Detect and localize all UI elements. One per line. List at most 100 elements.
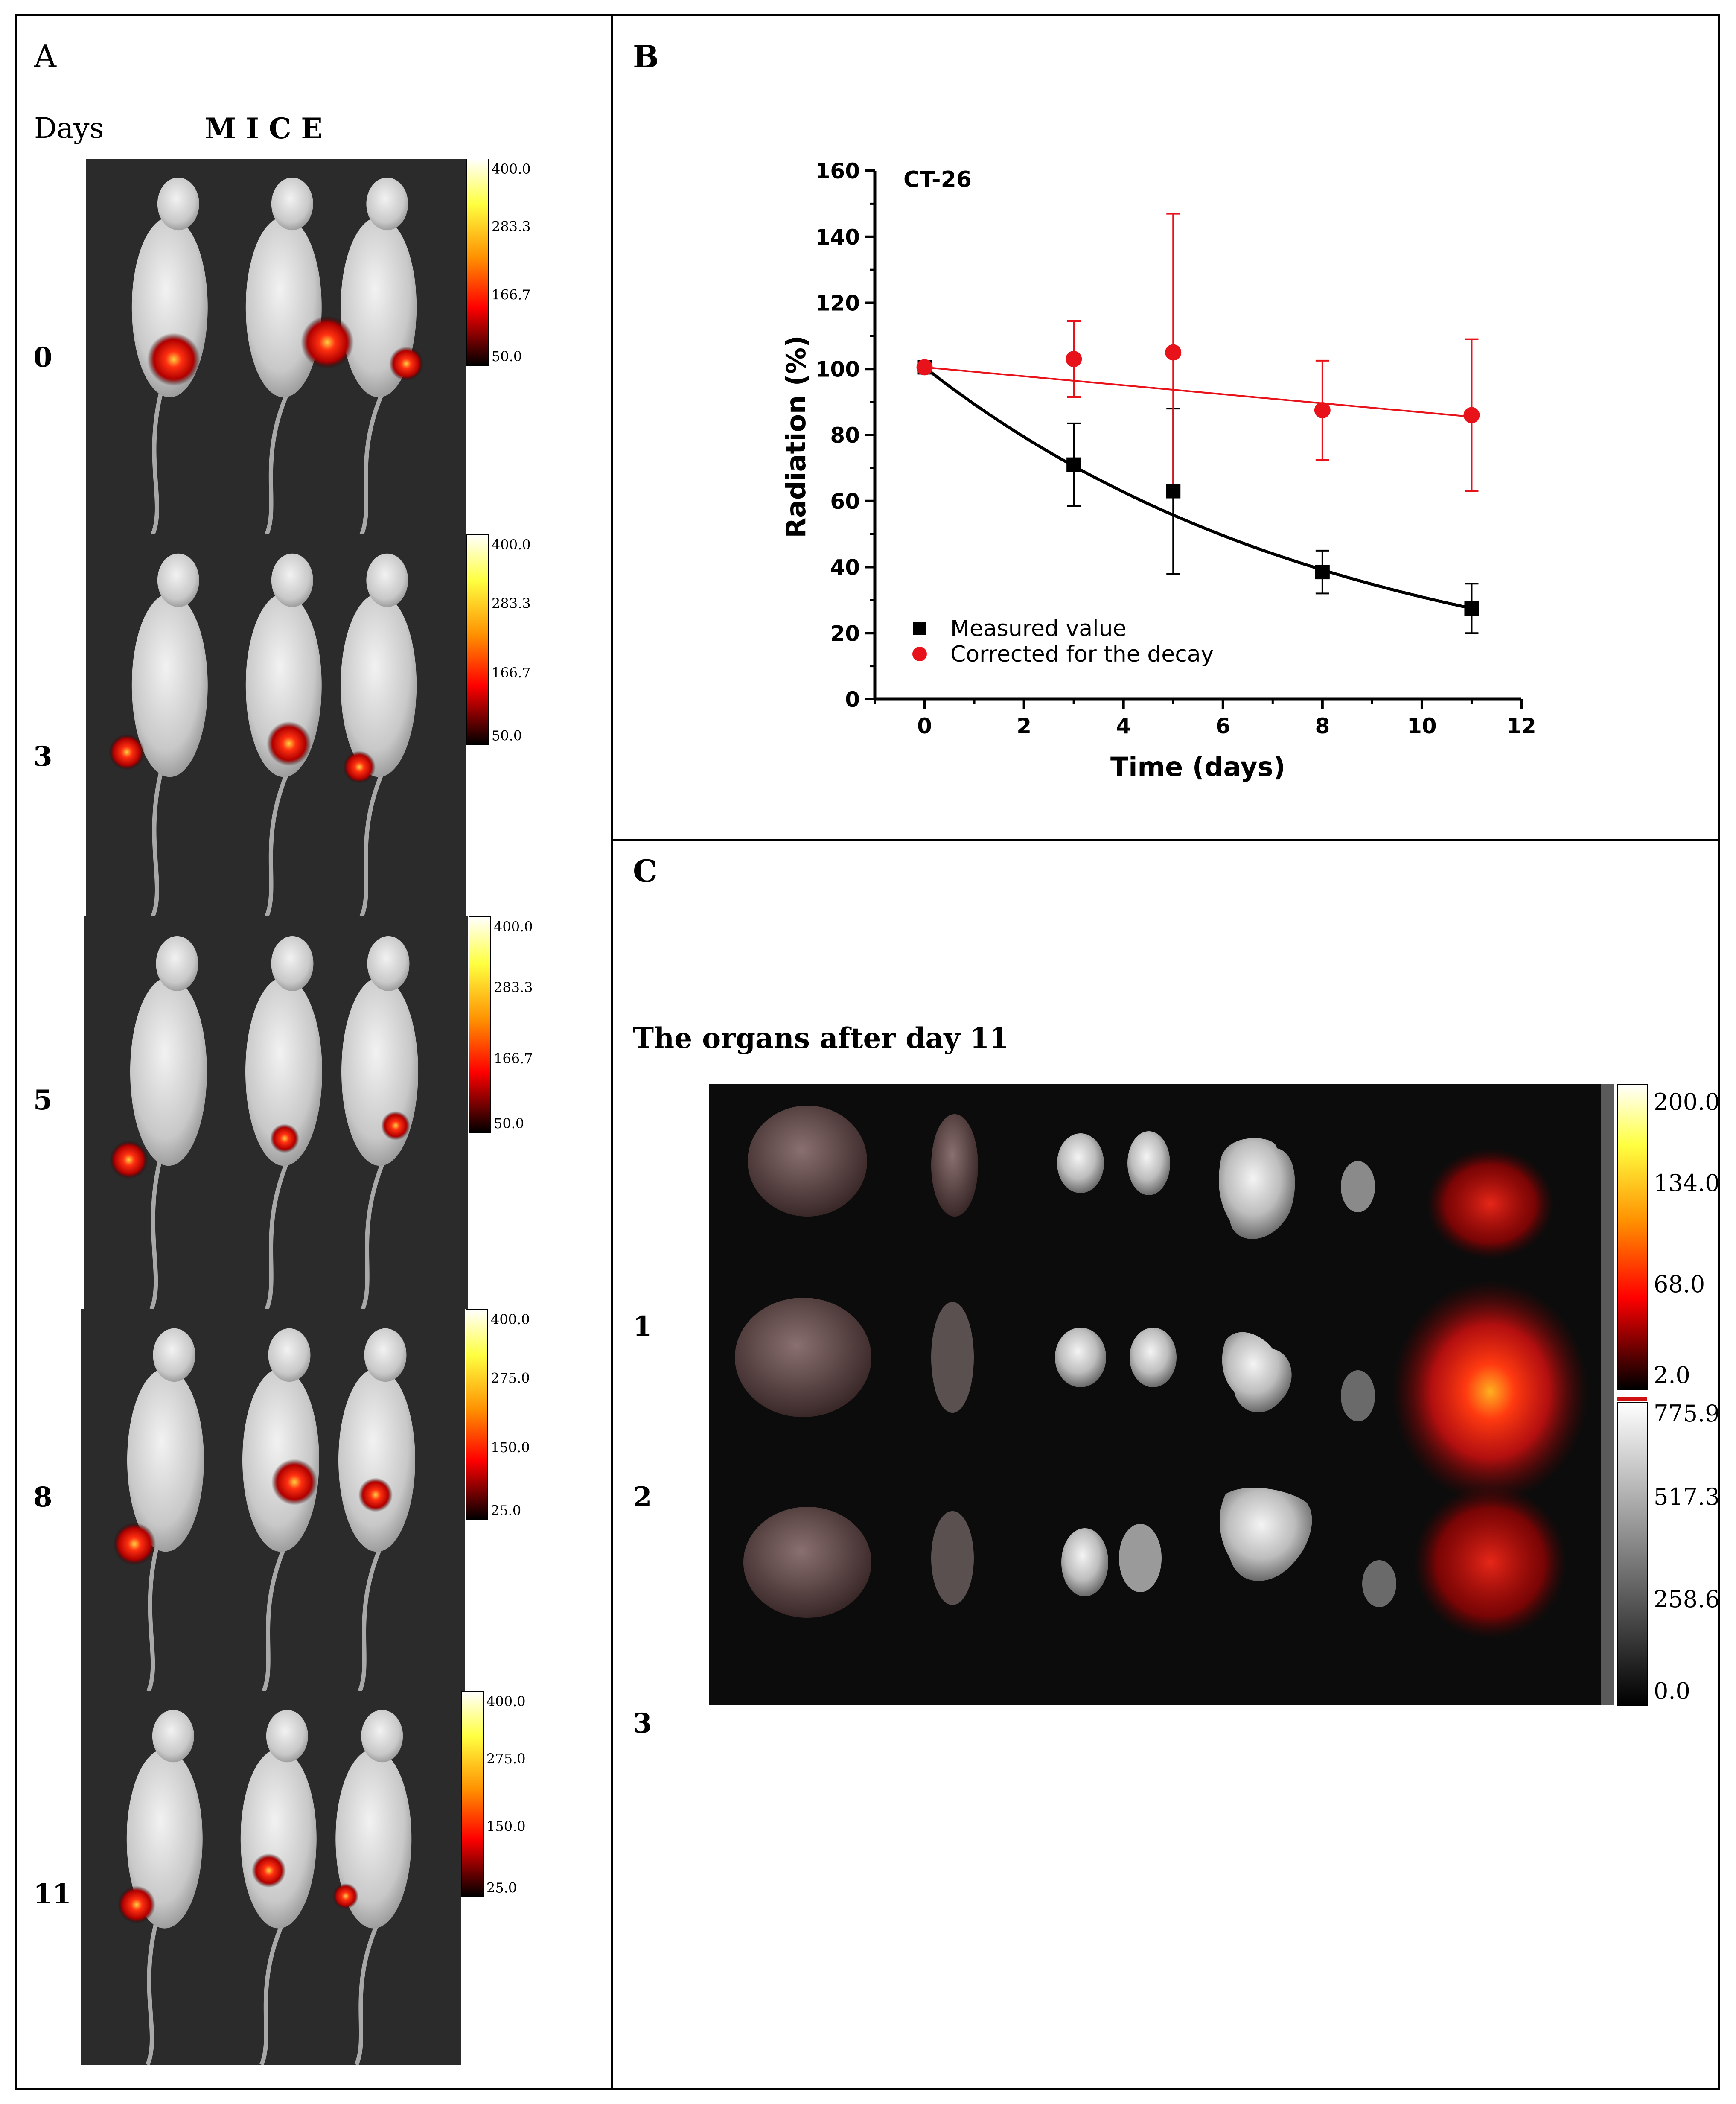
organs-hot-scale-2: 134.0: [1654, 1170, 1720, 1196]
day-label-8: 8: [33, 1481, 52, 1513]
panel-b-letter: B: [633, 38, 659, 75]
tumor-signal: [271, 1459, 317, 1505]
y-tick-label: 100: [816, 357, 860, 382]
mouse-body: [245, 977, 322, 1166]
x-tick-label: 6: [1215, 714, 1230, 738]
organs-image: [709, 1084, 1614, 1705]
mouse-tail: [151, 391, 163, 534]
tumor-signal: [301, 316, 354, 369]
mice-header: M I C E: [205, 112, 323, 145]
chart-points: [916, 344, 1480, 616]
mouse-body: [335, 1749, 412, 1929]
mice-scale-label-2: 166.7: [492, 665, 531, 681]
tumor-signal: [118, 1886, 155, 1923]
y-tick-label: 80: [830, 423, 860, 448]
mice-scale-label-0: 400.0: [492, 537, 531, 553]
panel-c-letter: C: [633, 853, 658, 889]
mice-scale-label-2: 166.7: [494, 1051, 533, 1067]
mouse-tail: [149, 1159, 162, 1309]
y-tick-label: 40: [830, 555, 860, 580]
x-tick-label: 8: [1315, 714, 1330, 738]
organ-lungs-1: [1219, 1138, 1295, 1239]
day-label-5: 5: [33, 1084, 52, 1116]
mouse-head: [367, 936, 410, 991]
mouse-body: [338, 1368, 415, 1552]
organ-kidney-2b: [1130, 1328, 1177, 1387]
organs-gray-scale-min: 0.0: [1654, 1678, 1690, 1704]
mouse-head: [271, 178, 313, 231]
mouse-head: [271, 553, 313, 607]
mice-scale-label-2: 150.0: [486, 1818, 526, 1835]
organs-title: The organs after day 11: [633, 1021, 1009, 1055]
mice-scale-label-1: 275.0: [486, 1751, 526, 1767]
mouse-head: [364, 1328, 407, 1382]
mouse-tail: [259, 1922, 285, 2065]
tumor-signal: [358, 1478, 393, 1512]
mouse-tail: [265, 770, 290, 916]
mouse-tail: [358, 1545, 383, 1691]
mouse-tail: [265, 391, 290, 534]
mouse-head: [153, 1328, 195, 1382]
x-tick-label: 2: [1017, 714, 1031, 738]
y-axis-label: Radiation (%): [781, 335, 812, 538]
divider-horizontal: [611, 839, 1720, 841]
mice-scale-label-3: 25.0: [491, 1502, 521, 1518]
legend-marker-corrected: [912, 647, 927, 661]
mice-scale-label-2: 166.7: [492, 286, 531, 303]
organ-liver-1: [748, 1106, 867, 1217]
mice-scale-label-0: 400.0: [486, 1693, 526, 1710]
y-tick-label: 160: [816, 159, 860, 184]
day-label-11: 11: [33, 1878, 72, 1910]
y-tick-label: 140: [816, 225, 860, 250]
tumor-signal: [109, 734, 145, 770]
mouse-body: [127, 1368, 204, 1552]
mice-scale-label-0: 400.0: [491, 1311, 530, 1328]
mice-scale-bar: [466, 1309, 488, 1520]
mouse-body: [242, 1368, 319, 1552]
fit-line-0: [923, 366, 1472, 610]
tumor-signal: [110, 1141, 148, 1179]
mice-scale-label-0: 400.0: [492, 161, 531, 177]
y-tick-label: 0: [845, 687, 860, 712]
mice-scale-label-1: 283.3: [494, 979, 533, 995]
organ-kidney-3b: [1119, 1524, 1162, 1592]
y-tick-label: 120: [816, 291, 860, 316]
mice-scale-bar: [461, 1691, 484, 1897]
mice-image-day-11: 400.0 275.0 150.0 25.0: [81, 1691, 526, 2065]
data-point-corrected: [1463, 407, 1480, 423]
mice-scale-label-2: 150.0: [491, 1439, 530, 1456]
mice-scale-label-3: 50.0: [492, 727, 522, 744]
organ-heart-2: [1341, 1370, 1375, 1421]
organ-tumor-1: [1426, 1148, 1554, 1259]
legend-marker-measured: [913, 622, 926, 635]
divider-vertical: [611, 14, 613, 2090]
mouse-head: [156, 936, 198, 991]
data-point-corrected: [1165, 344, 1182, 361]
mouse-tail: [146, 1545, 159, 1691]
organ-spleen-3: [931, 1511, 974, 1605]
mice-image-day-3: 400.0 283.3 166.7 50.0: [86, 534, 531, 916]
data-point-measured: [1315, 565, 1330, 580]
mouse-head: [271, 936, 314, 991]
organ-kidney-2a: [1055, 1328, 1106, 1387]
y-tick-label: 20: [830, 621, 860, 646]
organ-spleen-1: [931, 1114, 978, 1217]
chart-error-bars: [1067, 213, 1479, 634]
tumor-signal: [389, 347, 423, 381]
mouse-tail: [262, 1545, 287, 1691]
data-point-corrected: [1066, 351, 1082, 368]
mice-image-day-5: 400.0 283.3 166.7 50.0: [84, 916, 533, 1309]
mouse-tail: [359, 770, 385, 916]
figure-frame: [15, 14, 1720, 2090]
legend-label-corrected: Corrected for the decay: [950, 642, 1214, 667]
fit-line-1: [924, 366, 1472, 418]
mice-scale-label-3: 25.0: [486, 1879, 517, 1896]
organ-lungs-2: [1222, 1332, 1292, 1412]
mouse-tail: [361, 1159, 386, 1309]
data-point-corrected: [1314, 402, 1331, 418]
mice-scale-bar: [469, 916, 491, 1133]
mice-scale-bar: [466, 159, 489, 366]
y-tick-label: 60: [830, 489, 860, 514]
mouse-body: [341, 977, 418, 1166]
data-point-measured: [1464, 601, 1479, 616]
